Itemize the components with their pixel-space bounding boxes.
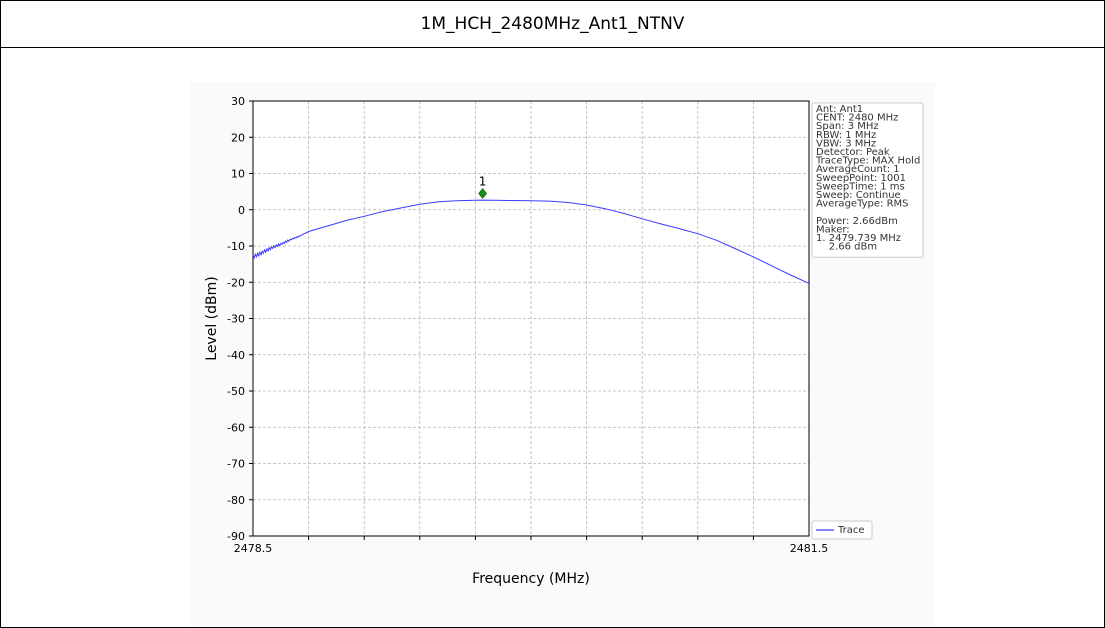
x-tick-label: 2481.5 xyxy=(790,542,829,555)
info-line: CENT: 2480 MHz xyxy=(816,113,898,124)
legend: Trace xyxy=(811,520,873,540)
info-line: 1. 2479.739 MHz xyxy=(816,233,901,244)
info-line: 2.66 dBm xyxy=(816,242,877,253)
plot-frame xyxy=(252,100,810,537)
y-tick-label: -90 xyxy=(227,530,245,543)
info-line: TraceType: MAX Hold xyxy=(815,156,920,167)
y-axis-label: Level (dBm) xyxy=(204,276,220,360)
grid-layer xyxy=(253,101,809,536)
info-line: RBW: 1 MHz xyxy=(816,130,876,141)
info-line: VBW: 3 MHz xyxy=(816,138,876,149)
marker-layer: 1 xyxy=(478,174,488,199)
info-line: AverageCount: 1 xyxy=(816,164,900,175)
y-tick-label: 10 xyxy=(231,168,245,181)
y-tick-label: -20 xyxy=(227,276,245,289)
info-line: SweepTime: 1 ms xyxy=(816,181,905,192)
info-line: AverageType: RMS xyxy=(816,199,909,210)
x-tick-label: 2478.5 xyxy=(234,542,273,555)
y-tick-label: -10 xyxy=(227,240,245,253)
chart-title: 1M_HCH_2480MHz_Ant1_NTNV xyxy=(1,1,1104,48)
y-tick-label: -70 xyxy=(227,458,245,471)
x-axis-label: Frequency (MHz) xyxy=(472,571,590,587)
info-line: Sweep: Continue xyxy=(816,190,901,201)
y-tick-label: -50 xyxy=(227,385,245,398)
info-line: Maker: xyxy=(816,224,850,235)
info-box-frame xyxy=(811,102,924,258)
y-tick-label: -40 xyxy=(227,349,245,362)
info-line: Ant: Ant1 xyxy=(816,104,863,115)
marker-label: 1 xyxy=(479,174,487,188)
info-line: SweepPoint: 1001 xyxy=(816,173,906,184)
info-line: Span: 3 MHz xyxy=(816,121,879,132)
y-tick-label: 30 xyxy=(231,95,245,108)
y-tick-label: -60 xyxy=(227,421,245,434)
series-line-trace xyxy=(252,199,810,284)
series-layer xyxy=(252,199,810,284)
info-line: Power: 2.66dBm xyxy=(816,216,898,227)
y-tick-label: 0 xyxy=(238,204,245,217)
legend-label: Trace xyxy=(837,525,865,536)
legend-frame xyxy=(811,520,873,540)
y-tick-label: 20 xyxy=(231,131,245,144)
info-line: Detector: Peak xyxy=(816,147,890,158)
marker-diamond xyxy=(478,187,488,199)
y-tick-label: -80 xyxy=(227,494,245,507)
y-tick-label: -30 xyxy=(227,313,245,326)
axis-layer: 30 20 10 0 -10 -20 -30 -40 -50 -60 -70 -80 -902478.5… xyxy=(227,95,828,555)
